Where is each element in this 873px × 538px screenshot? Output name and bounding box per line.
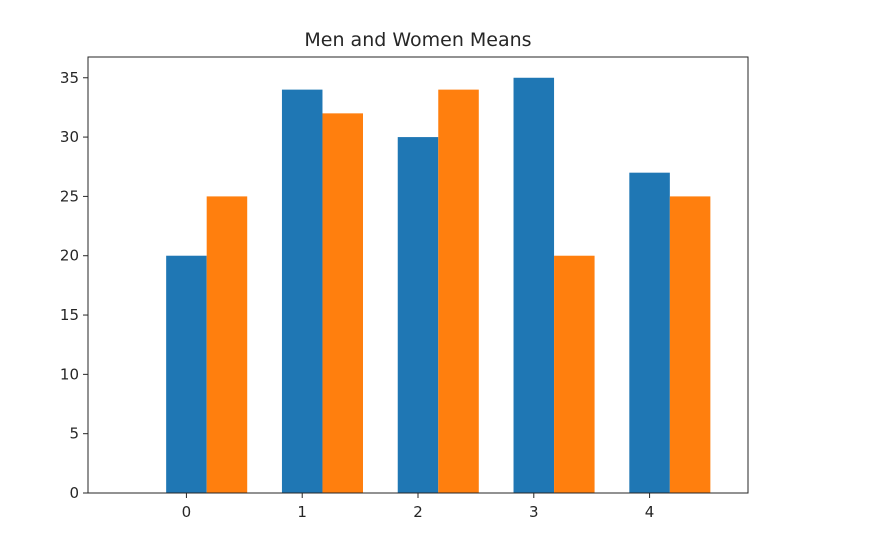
bar-series-0-cat-3 <box>513 77 555 493</box>
bar-series-1-cat-0 <box>206 196 248 493</box>
x-tick-label: 1 <box>297 503 307 521</box>
y-tick-label: 30 <box>60 128 79 146</box>
y-tick-label: 20 <box>60 247 79 265</box>
y-tick-label: 10 <box>60 365 79 383</box>
y-tick-label: 25 <box>60 187 79 205</box>
y-tick-label: 15 <box>60 306 79 324</box>
bar-series-1-cat-3 <box>554 255 595 493</box>
y-tick-label: 0 <box>69 484 79 502</box>
bar-series-0-cat-1 <box>281 89 323 493</box>
bar-series-1-cat-2 <box>438 89 479 493</box>
y-tick-label: 35 <box>60 69 79 87</box>
x-tick-label: 3 <box>529 503 539 521</box>
x-tick-label: 0 <box>182 503 192 521</box>
x-tick-label: 4 <box>645 503 655 521</box>
plot-area: 0 5 10 15 20 25 30 35 0 1 2 3 4 <box>60 56 749 521</box>
bar-series-0-cat-0 <box>166 255 207 493</box>
chart-title: Men and Women Means <box>304 29 531 51</box>
x-tick-label: 2 <box>413 503 423 521</box>
bar-series-0-cat-2 <box>397 137 439 493</box>
bar-series-0-cat-4 <box>629 172 670 493</box>
y-tick-label: 5 <box>69 425 79 443</box>
bar-series-1-cat-1 <box>322 113 363 493</box>
bar-series-1-cat-4 <box>669 196 711 493</box>
